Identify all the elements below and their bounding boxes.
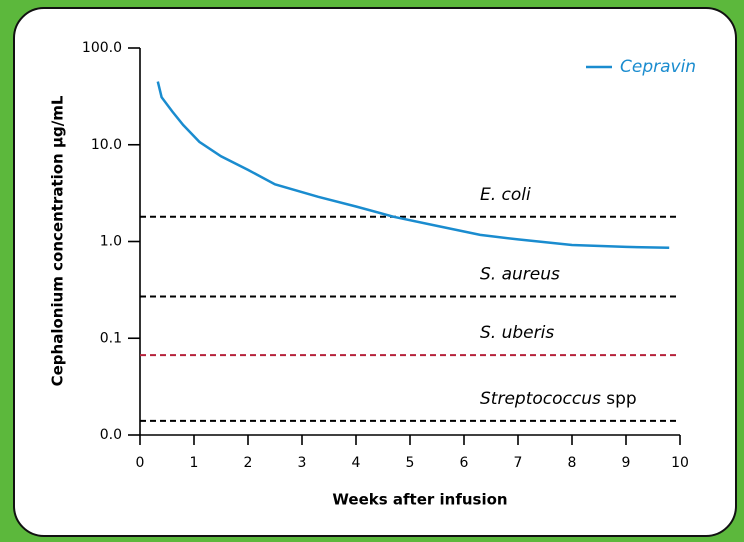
series-line: [156, 81, 670, 250]
y-tick-label: 10.0: [91, 137, 122, 153]
x-tick-label: 5: [406, 455, 415, 471]
x-tick-label: 1: [190, 455, 199, 471]
reference-suffix: spp: [606, 389, 636, 409]
y-tick-label: 100.0: [82, 40, 122, 56]
x-tick-label: 3: [298, 455, 307, 471]
reference-label: S. aureus: [480, 265, 560, 285]
reference-label: Streptococcus spp: [480, 389, 637, 409]
x-tick-label: 6: [460, 455, 469, 471]
card: [13, 7, 737, 537]
reference-label: S. uberis: [480, 323, 554, 343]
x-tick-label: 2: [244, 455, 253, 471]
x-axis-label: Weeks after infusion: [332, 491, 507, 509]
x-tick-label: 0: [136, 455, 145, 471]
reference-name: E. coli: [480, 185, 531, 205]
reference-label: E. coli: [480, 185, 531, 205]
x-tick-label: 7: [514, 455, 523, 471]
x-tick-label: 4: [352, 455, 361, 471]
reference-name: S. aureus: [480, 265, 560, 285]
y-tick-label: 0.1: [100, 330, 122, 346]
y-tick-label: 1.0: [100, 234, 122, 250]
y-tick-label: 0.0: [100, 427, 122, 443]
legend-label: Cepravin: [620, 57, 696, 77]
x-tick-label: 8: [568, 455, 577, 471]
x-tick-label: 9: [622, 455, 631, 471]
y-axis-label: Cephalonium concentration µg/mL: [49, 95, 67, 386]
x-tick-label: 10: [671, 455, 689, 471]
reference-name: Streptococcus: [480, 389, 601, 409]
reference-name: S. uberis: [480, 323, 554, 343]
